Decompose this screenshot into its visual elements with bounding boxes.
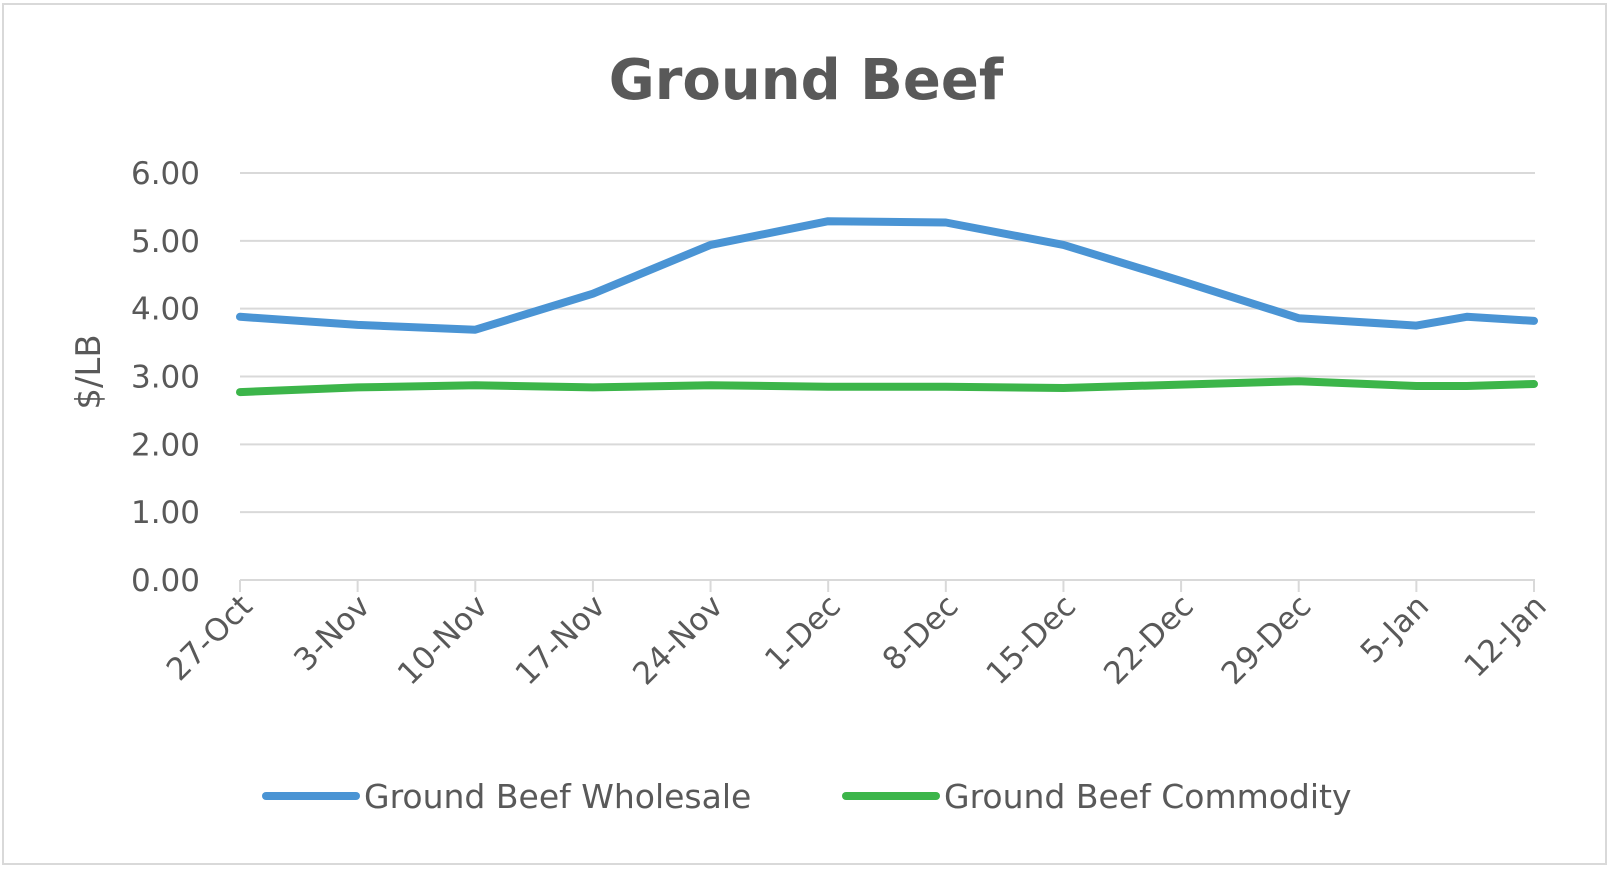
- x-tick-label: 15-Dec: [979, 588, 1083, 692]
- y-axis-ticks: 0.00 1.00 2.00 3.00 4.00 5.00 6.00: [131, 156, 200, 599]
- series-lines: [236, 217, 1538, 397]
- y-tick-label: 5.00: [131, 224, 200, 260]
- x-tick-label: 1-Dec: [758, 588, 848, 678]
- y-tick-label: 3.00: [131, 360, 200, 396]
- legend-label: Ground Beef Commodity: [944, 777, 1352, 816]
- legend: Ground Beef Wholesale Ground Beef Commodi…: [262, 777, 1352, 816]
- y-tick-label: 0.00: [131, 563, 200, 599]
- chart-frame: [2, 3, 1607, 865]
- y-axis-label: $/LB: [69, 334, 109, 409]
- y-tick-label: 2.00: [131, 427, 200, 463]
- x-tick-label: 3-Nov: [287, 588, 377, 678]
- y-tick-label: 4.00: [131, 292, 200, 328]
- x-axis: [239, 579, 1535, 592]
- legend-label: Ground Beef Wholesale: [364, 777, 751, 816]
- x-tick-label: 5-Jan: [1354, 588, 1436, 670]
- x-tick-label: 24-Nov: [626, 588, 730, 692]
- series-line-ground-beef-wholesale: [236, 217, 1538, 334]
- x-tick-label: 22-Dec: [1097, 588, 1201, 692]
- x-tick-label: 17-Nov: [509, 588, 613, 692]
- series-line-ground-beef-commodity: [236, 377, 1538, 397]
- gridlines: [240, 172, 1535, 514]
- x-tick-label: 27-Oct: [160, 588, 260, 688]
- chart-title: Ground Beef: [609, 48, 1004, 113]
- x-tick-label: 12-Jan: [1457, 588, 1553, 684]
- x-tick-label: 10-Nov: [391, 588, 495, 692]
- y-tick-label: 6.00: [131, 156, 200, 192]
- x-tick-label: 8-Dec: [876, 588, 966, 678]
- y-tick-label: 1.00: [131, 495, 200, 531]
- x-tick-label: 29-Dec: [1215, 588, 1319, 692]
- x-axis-ticks: 27-Oct 3-Nov 10-Nov 17-Nov 24-Nov 1-Dec 8-Dec 1…: [160, 588, 1554, 692]
